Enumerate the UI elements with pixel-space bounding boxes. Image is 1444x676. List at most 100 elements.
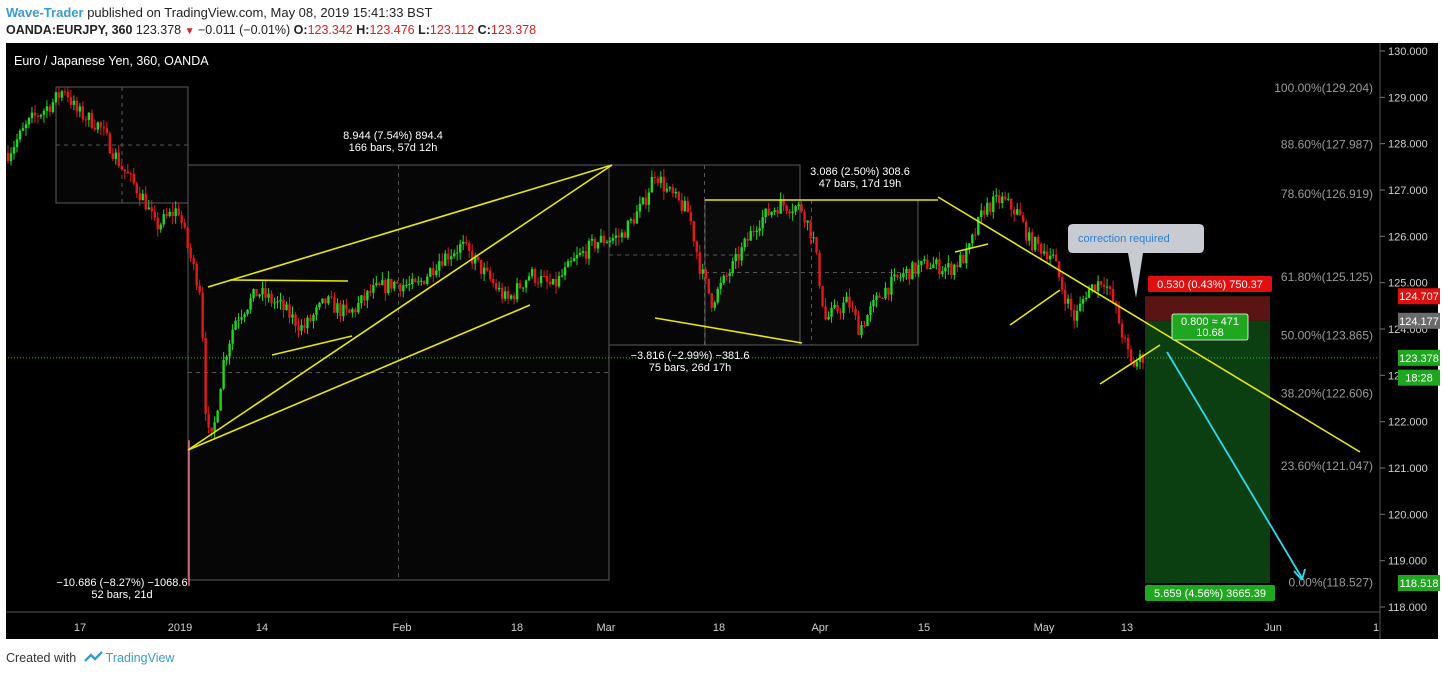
candle [21, 128, 25, 131]
candle [369, 290, 372, 293]
candle [1093, 284, 1097, 292]
candle [767, 208, 770, 216]
candle [488, 270, 492, 280]
candle [312, 314, 315, 322]
candle [785, 205, 788, 212]
price-axis[interactable] [1380, 43, 1438, 639]
candle [491, 279, 495, 284]
candle [135, 183, 138, 194]
candle [60, 91, 64, 98]
measure-label: −10.686 (−8.27%) −1068.6 [56, 577, 187, 589]
candle [138, 193, 141, 201]
target-zone [1145, 320, 1270, 583]
candle [1129, 349, 1133, 362]
candle [417, 281, 420, 283]
x-tick-label: Apr [811, 622, 828, 634]
candle [393, 281, 396, 289]
candle [665, 188, 669, 192]
candle [213, 422, 216, 432]
candle [75, 100, 79, 112]
fib-level-label: 23.60%(121.047) [1281, 459, 1373, 473]
y-tick-label: 121.000 [1388, 463, 1428, 475]
candle [572, 258, 576, 262]
candle [117, 152, 121, 167]
candle [42, 110, 46, 115]
candle [33, 112, 37, 116]
candle [66, 91, 70, 98]
candle [342, 304, 345, 317]
candle [653, 176, 657, 178]
candle [456, 252, 459, 254]
candle [231, 329, 234, 344]
candle [833, 304, 836, 308]
candle [836, 304, 839, 312]
candle [800, 204, 803, 212]
candle [560, 275, 564, 277]
x-tick-label: Feb [393, 622, 412, 634]
candle [339, 303, 342, 317]
measure-label: 8.944 (7.54%) 894.4 [343, 130, 443, 142]
measure-label-sub: 166 bars, 57d 12h [349, 142, 438, 154]
measure-label-sub: 47 bars, 17d 19h [819, 178, 902, 190]
candle [375, 283, 378, 286]
candle [420, 280, 423, 282]
callout-bubble [1068, 224, 1204, 298]
candle [30, 112, 34, 118]
candle [644, 197, 648, 205]
candle [752, 231, 755, 233]
candle [294, 314, 297, 326]
fib-level-label: 0.00%(118.527) [1288, 576, 1373, 590]
last-price: 123.378 [135, 23, 182, 37]
candle [761, 217, 764, 229]
candle [716, 288, 719, 303]
candle [444, 253, 447, 266]
candle [911, 262, 914, 280]
entry-label: 0.800 ≈ 471 [1181, 316, 1239, 328]
candle [198, 285, 201, 293]
candle [315, 307, 318, 315]
candle [566, 261, 570, 268]
candle [309, 317, 312, 322]
candle [965, 248, 968, 264]
author-link[interactable]: Wave-Trader [6, 5, 84, 20]
candle [971, 234, 974, 244]
candle [464, 241, 468, 244]
candle [168, 211, 171, 216]
candle [860, 325, 863, 336]
candle [917, 264, 920, 274]
candle [99, 122, 103, 128]
candle [473, 256, 477, 264]
candle [821, 286, 824, 307]
candle [521, 287, 525, 289]
candle [27, 117, 31, 125]
footer: Created with TradingView [6, 651, 174, 666]
candle [1099, 281, 1103, 285]
candle [506, 291, 510, 299]
candle [674, 191, 678, 194]
candle [165, 214, 168, 216]
open-value: 123.342 [307, 23, 353, 37]
low-label: L: [418, 23, 430, 37]
candle [186, 227, 189, 248]
candle [93, 127, 97, 130]
candle [920, 260, 923, 265]
candle [803, 211, 806, 223]
candle [623, 232, 627, 238]
candle [518, 283, 522, 289]
candle [330, 296, 333, 298]
candle [105, 128, 109, 134]
candle [345, 304, 348, 310]
candle [626, 220, 630, 238]
candle [563, 267, 567, 276]
candle [1030, 232, 1034, 251]
tradingview-link[interactable]: TradingView [105, 651, 175, 665]
candle [866, 315, 869, 327]
candle [201, 292, 204, 339]
candle [1084, 297, 1088, 300]
stop-label-box [1148, 276, 1272, 292]
candle [324, 298, 327, 304]
candle [336, 303, 339, 313]
candle [267, 293, 270, 298]
candle [159, 224, 162, 230]
